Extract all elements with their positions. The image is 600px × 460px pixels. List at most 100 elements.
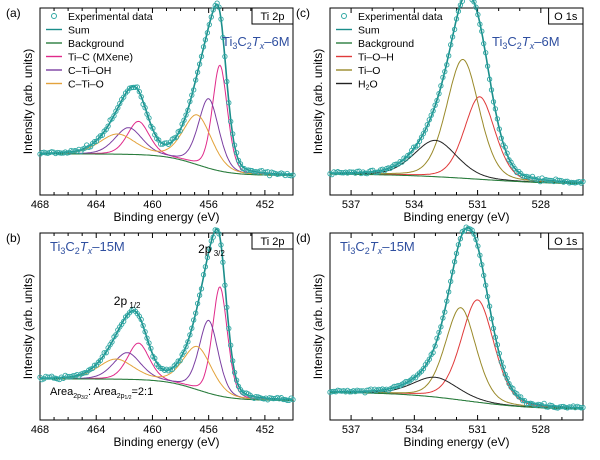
experimental-point [204, 30, 211, 36]
experimental-point [194, 300, 201, 307]
experimental-point [440, 74, 446, 81]
experimental-point [436, 329, 442, 336]
experimental-point [488, 87, 495, 93]
experimental-point [444, 298, 450, 304]
x-tick-label: 534 [405, 199, 423, 211]
x-tick-label: 537 [342, 424, 360, 436]
experimental-point [442, 68, 448, 75]
experimental-point [193, 310, 199, 316]
experimental-point [185, 107, 191, 113]
experimental-point [82, 370, 88, 376]
experimental-point [216, 231, 222, 237]
x-tick-label: 531 [468, 424, 486, 436]
experimental-point [150, 125, 156, 132]
experimental-point [477, 21, 483, 27]
chart-panel-0: 468 464 460 456 452 Binding energy (eV) Intens… [6, 0, 296, 224]
x-tick-label: 468 [31, 424, 49, 436]
core-level-label: O 1s [554, 236, 578, 248]
experimental-point [173, 134, 179, 140]
experimental-point [494, 342, 501, 348]
experimental-point [230, 131, 236, 137]
legend-entry: C–Ti–OH [68, 65, 111, 77]
x-axis-label: Binding energy (eV) [403, 435, 509, 449]
experimental-point [496, 350, 502, 357]
core-level-box [251, 7, 294, 25]
experimental-point [101, 350, 107, 356]
experimental-point [206, 245, 212, 252]
experimental-point [224, 78, 230, 85]
experimental-point [455, 8, 462, 14]
experimental-point [496, 126, 502, 132]
experimental-point [426, 356, 432, 362]
experimental-point [430, 108, 436, 114]
experimental-point [193, 77, 199, 83]
legend-entry: Experimental data [358, 11, 443, 23]
experimental-point [407, 151, 413, 158]
experimental-point [222, 282, 228, 288]
experimental-point [448, 42, 454, 48]
experimental-point [99, 132, 105, 138]
legend-entry: Ti–O [358, 65, 380, 77]
x-tick-label: 534 [405, 424, 423, 436]
experimental-point [56, 150, 63, 156]
experimental-point [504, 150, 510, 156]
experimental-point [64, 374, 70, 380]
x-tick-label: 528 [532, 424, 550, 436]
experimental-point [432, 102, 438, 108]
experimental-point [448, 278, 454, 285]
experimental-point [568, 179, 574, 186]
experimental-point [555, 177, 561, 184]
component-curve-ti-o [330, 59, 583, 184]
experimental-point [220, 259, 226, 265]
experimental-point [393, 161, 399, 167]
experimental-point [290, 172, 296, 178]
experimental-point [399, 159, 405, 165]
experimental-point [39, 150, 45, 156]
experimental-point [196, 292, 203, 298]
experimental-point [424, 122, 430, 128]
core-level-box [548, 7, 584, 25]
legend-entry: Sum [358, 25, 380, 37]
experimental-point [210, 234, 216, 240]
experimental-point [142, 105, 148, 111]
experimental-point [233, 150, 240, 156]
panel-label: (a) [6, 6, 21, 20]
experimental-point [185, 339, 191, 345]
experimental-point [372, 169, 378, 176]
experimental-point [451, 259, 458, 265]
experimental-point [471, 0, 477, 5]
experimental-point [121, 318, 127, 325]
experimental-point [156, 137, 162, 143]
experimental-point [91, 362, 98, 368]
legend-marker [341, 13, 347, 19]
experimental-point [426, 117, 432, 123]
experimental-point [475, 11, 481, 18]
experimental-point [453, 16, 460, 22]
experimental-point [196, 61, 203, 67]
experimental-point [200, 272, 207, 278]
legend-entry: Background [358, 38, 414, 50]
experimental-point [202, 37, 209, 43]
experimental-point [545, 177, 551, 183]
x-tick-label: 452 [256, 199, 274, 211]
experimental-point [113, 332, 119, 338]
experimental-point [523, 401, 530, 407]
experimental-point [434, 335, 440, 341]
plot-frame [39, 232, 294, 421]
experimental-point [284, 397, 290, 403]
core-level-box [251, 232, 294, 250]
experimental-point [237, 161, 244, 167]
experimental-point [498, 359, 504, 365]
experimental-point [346, 169, 353, 175]
experimental-point [144, 335, 150, 341]
experimental-point [130, 84, 137, 91]
experimental-point [329, 389, 335, 395]
experimental-point [177, 128, 183, 134]
experimental-point [432, 343, 438, 349]
experimental-point [134, 84, 140, 90]
experimental-point [510, 385, 516, 392]
experimental-point [181, 117, 187, 123]
experimental-point [473, 4, 479, 10]
